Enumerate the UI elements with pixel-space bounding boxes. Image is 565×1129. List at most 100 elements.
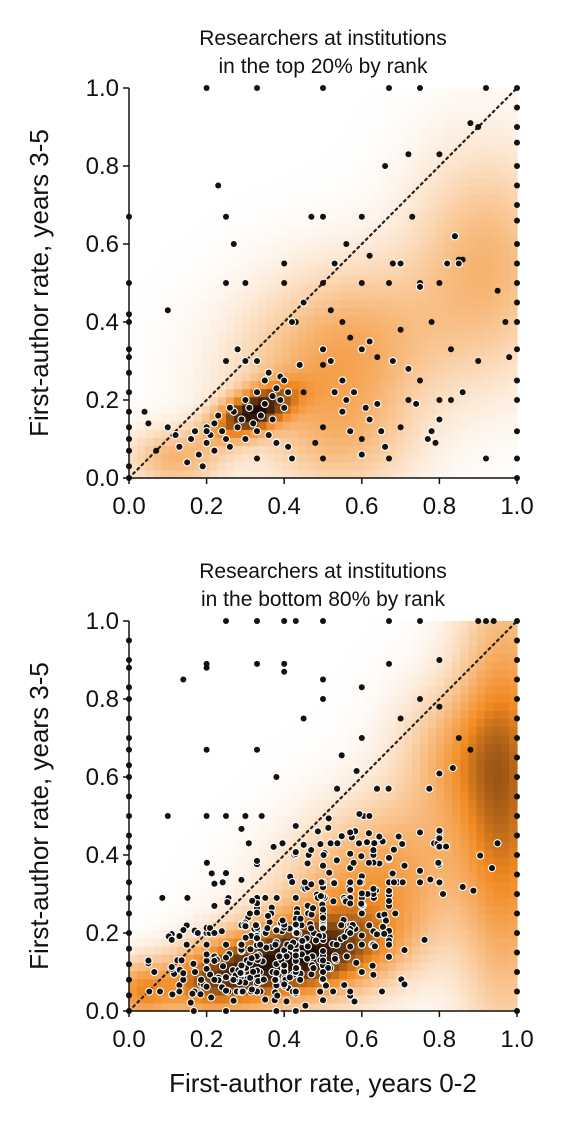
heatmap-cell xyxy=(468,104,478,113)
heatmap-cell xyxy=(145,751,154,760)
heatmap-cell xyxy=(500,209,510,219)
heatmap-cell xyxy=(492,413,502,422)
heatmap-cell xyxy=(339,185,348,195)
data-point xyxy=(448,346,454,353)
heatmap-cell xyxy=(403,242,413,252)
heatmap-cell xyxy=(387,751,397,760)
heatmap-cell xyxy=(436,388,445,398)
heatmap-cell xyxy=(387,380,397,390)
heatmap-cell xyxy=(347,653,356,663)
heatmap-cell xyxy=(258,686,268,695)
heatmap-cell xyxy=(250,185,259,195)
heatmap-cell xyxy=(161,946,171,955)
heatmap-cell xyxy=(403,921,413,931)
heatmap-cell xyxy=(492,153,502,162)
heatmap-cell xyxy=(161,185,171,195)
heatmap-cell xyxy=(436,104,445,113)
heatmap-cell xyxy=(274,905,284,915)
heatmap-cell xyxy=(460,120,470,130)
heatmap-cell xyxy=(201,799,211,809)
heatmap-cell xyxy=(484,153,494,162)
heatmap-cell xyxy=(403,694,413,703)
heatmap-cell xyxy=(234,629,243,638)
heatmap-cell xyxy=(314,323,324,333)
heatmap-cell xyxy=(129,429,138,438)
heatmap-cell xyxy=(323,645,332,655)
heatmap-cell xyxy=(492,209,502,219)
heatmap-cell xyxy=(492,469,502,479)
heatmap-cell xyxy=(403,897,413,906)
heatmap-cell xyxy=(323,946,332,955)
heatmap-cell xyxy=(492,694,502,703)
heatmap-cell xyxy=(161,677,171,687)
heatmap-cell xyxy=(460,185,470,195)
heatmap-cell xyxy=(379,710,389,720)
heatmap-cell xyxy=(290,388,300,398)
heatmap-cell xyxy=(428,461,437,471)
heatmap-cell xyxy=(169,1002,179,1012)
heatmap-cell xyxy=(290,881,300,890)
heatmap-cell xyxy=(226,120,235,130)
heatmap-cell xyxy=(169,445,179,455)
heatmap-cell xyxy=(266,274,276,284)
heatmap-cell xyxy=(411,185,421,195)
heatmap-cell xyxy=(411,88,421,97)
heatmap-cell xyxy=(492,872,502,882)
heatmap-cell xyxy=(331,978,340,988)
heatmap-cell xyxy=(258,718,268,728)
heatmap-cell xyxy=(323,653,332,663)
heatmap-cell xyxy=(420,96,429,105)
heatmap-cell xyxy=(444,986,453,996)
heatmap-cell xyxy=(323,669,332,679)
heatmap-cell xyxy=(234,759,243,768)
heatmap-cell xyxy=(169,848,179,858)
data-point xyxy=(215,182,222,189)
data-point xyxy=(423,434,432,444)
heatmap-cell xyxy=(347,242,356,252)
heatmap-cell xyxy=(274,258,284,268)
heatmap-cell xyxy=(306,169,316,178)
heatmap-cell xyxy=(484,193,494,203)
heatmap-cell xyxy=(395,913,405,923)
heatmap-cell xyxy=(339,710,348,720)
heatmap-cell xyxy=(290,677,300,687)
heatmap-cell xyxy=(420,388,429,398)
heatmap-cell xyxy=(177,169,187,178)
heatmap-cell xyxy=(331,775,340,785)
heatmap-cell xyxy=(185,161,195,170)
heatmap-cell xyxy=(274,331,284,341)
x-tick-label: 0.0 xyxy=(112,493,145,520)
heatmap-cell xyxy=(153,469,162,479)
heatmap-cell xyxy=(169,299,179,308)
heatmap-cell xyxy=(371,921,381,931)
heatmap-cell xyxy=(403,283,413,292)
heatmap-cell xyxy=(137,315,146,325)
heatmap-cell xyxy=(193,905,203,915)
data-point xyxy=(320,676,326,683)
heatmap-cell xyxy=(355,226,365,235)
heatmap-cell xyxy=(492,120,502,130)
heatmap-cell xyxy=(169,169,179,178)
heatmap-cell xyxy=(355,469,365,479)
heatmap-cell xyxy=(153,954,162,963)
heatmap-cell xyxy=(137,404,146,414)
heatmap-cell xyxy=(436,242,445,252)
heatmap-cell xyxy=(298,767,308,776)
heatmap-cell xyxy=(444,96,453,105)
heatmap-cell xyxy=(492,169,502,178)
heatmap-cell xyxy=(234,783,243,793)
heatmap-cell xyxy=(403,929,413,939)
heatmap-cell xyxy=(444,946,453,955)
heatmap-cell xyxy=(323,1002,332,1012)
heatmap-cell xyxy=(395,437,405,447)
heatmap-cell xyxy=(217,816,227,825)
heatmap-cell xyxy=(363,1002,373,1012)
heatmap-cell xyxy=(161,913,171,923)
heatmap-cell xyxy=(137,445,146,455)
heatmap-cell xyxy=(282,226,292,235)
heatmap-cell xyxy=(460,913,470,923)
heatmap-cell xyxy=(314,388,324,398)
heatmap-cell xyxy=(387,710,397,720)
x-tick-label: 0.6 xyxy=(345,493,378,520)
heatmap-cell xyxy=(153,161,162,170)
